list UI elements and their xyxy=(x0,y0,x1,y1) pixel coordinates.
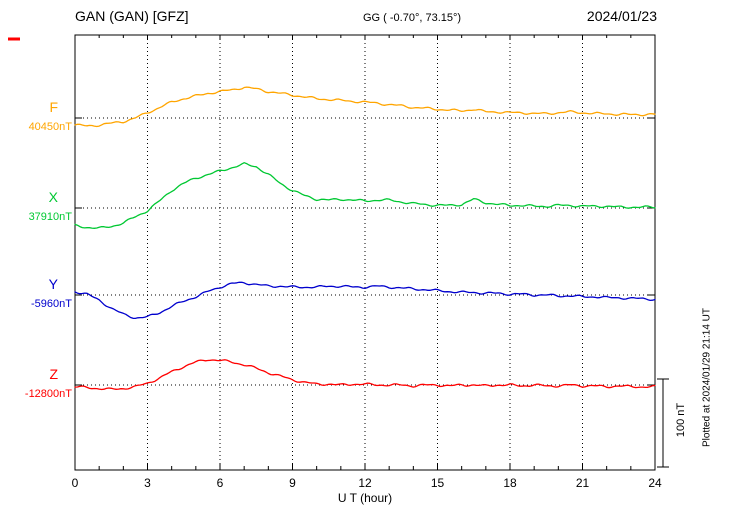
baseline-value-Z: -12800nT xyxy=(24,388,72,400)
x-axis-label: U T (hour) xyxy=(337,491,393,505)
x-tick-label: 15 xyxy=(430,476,445,490)
date-label: 2024/01/23 xyxy=(586,8,657,24)
x-tick-label: 24 xyxy=(648,476,662,490)
x-tick-label: 0 xyxy=(71,476,79,490)
scale-bar-label: 100 nT xyxy=(675,402,687,438)
component-label-Z: Z xyxy=(49,366,58,382)
component-label-F: F xyxy=(49,99,58,115)
baseline-value-F: 40450nT xyxy=(28,121,72,133)
station-title: GAN (GAN) [GFZ] xyxy=(75,8,189,24)
baseline-value-Y: -5960nT xyxy=(31,298,72,310)
x-tick-label: 3 xyxy=(144,476,151,490)
x-tick-label: 6 xyxy=(216,476,224,490)
plot-frame xyxy=(74,34,656,471)
trace-Y xyxy=(74,281,656,320)
component-label-X: X xyxy=(48,189,58,205)
x-tick-label: 18 xyxy=(503,476,517,490)
x-tick-label: 21 xyxy=(575,476,590,490)
geographic-coords-label: GG ( -0.70°, 73.15°) xyxy=(363,12,462,24)
plotted-at-note: Plotted at 2024/01/29 21:14 UT xyxy=(701,308,713,447)
component-label-Y: Y xyxy=(48,276,58,292)
trace-Z xyxy=(74,359,656,391)
x-tick-label: 12 xyxy=(358,476,372,490)
trace-X xyxy=(74,162,656,229)
baseline-value-X: 37910nT xyxy=(28,211,72,223)
trace-F xyxy=(74,86,656,128)
x-tick-label: 9 xyxy=(289,476,296,490)
